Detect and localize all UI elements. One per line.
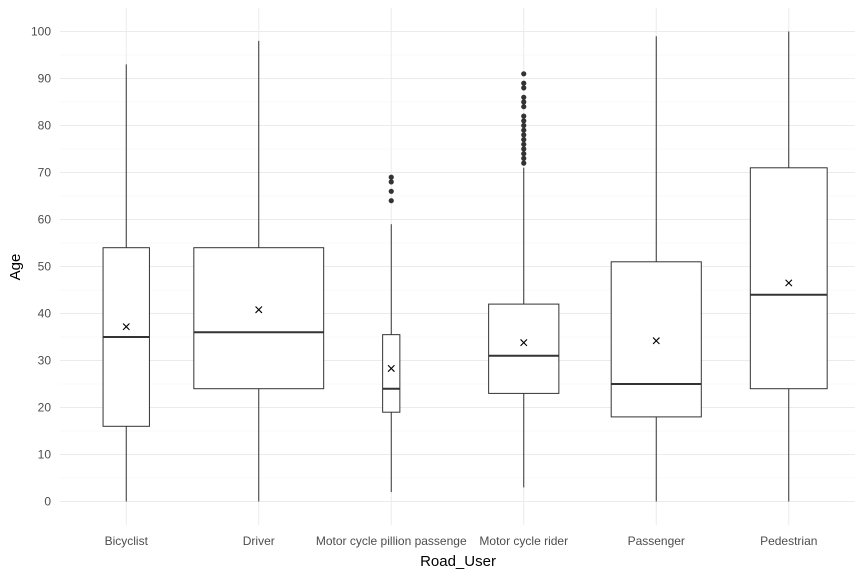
grid-layer — [60, 8, 855, 525]
tick-layer: 0 10 20 30 40 50 60 70 80 90 100 Bicyclist Driver Mot… — [31, 25, 817, 549]
outlier-point — [521, 104, 527, 110]
x-tick-label: Motor cycle rider — [479, 534, 568, 548]
y-tick-label: 30 — [38, 354, 52, 368]
box-iqr — [488, 303, 560, 394]
outlier-point — [388, 174, 394, 180]
outlier-point — [521, 127, 527, 133]
box-iqr — [193, 247, 325, 390]
outlier-point — [521, 137, 527, 143]
outlier-point — [521, 155, 527, 161]
mean-marker-stroke — [785, 279, 793, 287]
outlier-point — [521, 146, 527, 152]
y-tick-label: 80 — [38, 119, 52, 133]
mean-marker-stroke — [652, 337, 660, 345]
outlier-point — [521, 85, 527, 91]
outlier-point — [521, 151, 527, 157]
x-axis-title: Road_User — [420, 553, 496, 570]
mean-marker-stroke — [122, 323, 130, 331]
outlier-point — [521, 71, 527, 77]
outlier-point — [521, 118, 527, 124]
mean-marker — [520, 339, 528, 347]
mean-marker-stroke — [387, 364, 395, 373]
outlier-point — [388, 179, 394, 185]
x-tick-label: Bicyclist — [105, 534, 149, 548]
outlier-point — [521, 99, 527, 105]
y-tick-label: 0 — [44, 495, 51, 509]
x-tick-label: Pedestrian — [760, 534, 817, 548]
x-tick-label: Driver — [243, 534, 275, 548]
mean-marker — [255, 306, 263, 314]
y-tick-label: 70 — [38, 166, 52, 180]
outlier-point — [521, 160, 527, 166]
outlier-point — [521, 141, 527, 147]
y-tick-label: 60 — [38, 213, 52, 227]
mean-marker-stroke — [520, 339, 528, 347]
outlier-point — [521, 113, 527, 119]
outlier-point — [521, 94, 527, 100]
mean-marker — [122, 323, 130, 331]
mean-marker — [785, 279, 793, 287]
y-tick-label: 40 — [38, 307, 52, 321]
mean-marker — [652, 337, 660, 345]
x-tick-label: Motor cycle pillion passenge — [316, 534, 467, 548]
y-tick-label: 10 — [38, 448, 52, 462]
mean-marker — [387, 364, 395, 373]
y-tick-label: 50 — [38, 260, 52, 274]
box-iqr — [382, 334, 401, 413]
outlier-point — [521, 80, 527, 86]
box-iqr — [749, 167, 828, 390]
mean-marker-stroke — [255, 306, 263, 314]
outlier-point — [388, 198, 394, 204]
box-iqr — [610, 261, 702, 418]
box-layer — [102, 31, 828, 502]
y-axis-title: Age — [7, 254, 24, 281]
outlier-point — [388, 188, 394, 194]
y-tick-label: 90 — [38, 72, 52, 86]
outlier-point — [521, 122, 527, 129]
x-tick-label: Passenger — [628, 534, 685, 548]
y-tick-label: 100 — [31, 25, 51, 39]
y-tick-label: 20 — [38, 401, 52, 415]
outlier-point — [521, 132, 527, 138]
